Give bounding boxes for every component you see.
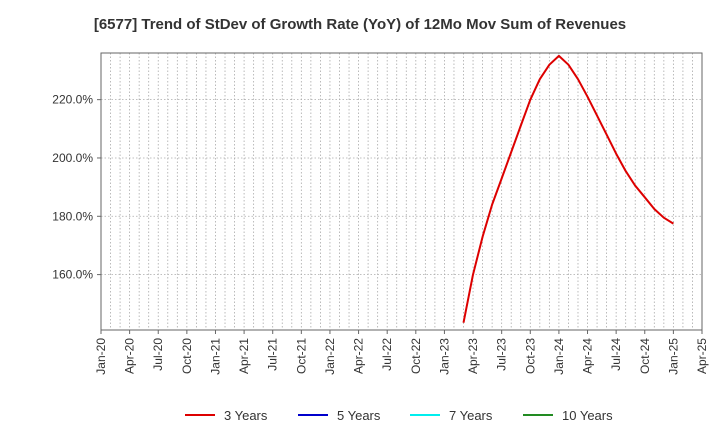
- legend-label-7-years: 7 Years: [449, 408, 493, 423]
- y-tick-label: 200.0%: [52, 151, 93, 165]
- x-tick-label: Apr-21: [237, 338, 251, 374]
- x-tick-label: Jan-21: [208, 338, 222, 375]
- x-tick-label: Jul-22: [380, 338, 394, 371]
- chart-title: [6577] Trend of StDev of Growth Rate (Yo…: [93, 16, 627, 33]
- x-tick-label: Jan-23: [437, 338, 451, 375]
- x-tick-label: Oct-20: [180, 338, 194, 374]
- x-tick-label: Jan-25: [666, 338, 680, 375]
- x-tick-label: Oct-24: [638, 338, 652, 374]
- legend-label-5-years: 5 Years: [337, 408, 381, 423]
- series-line-3-years: [462, 54, 674, 323]
- x-tick-label: Oct-23: [523, 338, 537, 374]
- x-tick-label: Oct-22: [409, 338, 423, 374]
- x-tick-label: Jul-24: [609, 338, 623, 371]
- legend-label-3-years: 3 Years: [224, 408, 268, 423]
- x-tick-label: Apr-25: [695, 338, 709, 374]
- x-tick-label: Apr-22: [352, 338, 366, 374]
- x-tick-label: Jul-21: [266, 338, 280, 371]
- x-tick-label: Jan-24: [552, 338, 566, 375]
- legend-label-10-years: 10 Years: [562, 408, 613, 423]
- x-tick-label: Jul-20: [151, 338, 165, 371]
- x-tick-label: Jan-22: [323, 338, 337, 375]
- x-tick-label: Apr-20: [123, 338, 137, 374]
- plot-area-border: [100, 52, 703, 331]
- x-tick-label: Oct-21: [294, 338, 308, 374]
- x-tick-label: Jan-20: [94, 338, 108, 375]
- y-tick-label: 220.0%: [52, 93, 93, 107]
- y-tick-label: 180.0%: [52, 209, 93, 223]
- y-tick-label: 160.0%: [52, 268, 93, 282]
- x-tick-label: Apr-23: [466, 338, 480, 374]
- x-tick-label: Jul-23: [495, 338, 509, 371]
- x-tick-label: Apr-24: [581, 338, 595, 374]
